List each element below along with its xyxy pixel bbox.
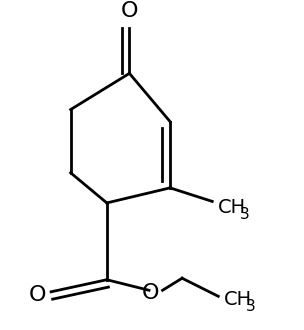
Text: CH: CH: [218, 198, 247, 217]
Text: 3: 3: [246, 299, 256, 314]
Text: O: O: [142, 283, 159, 303]
Text: O: O: [121, 1, 138, 21]
Text: 3: 3: [240, 208, 250, 222]
Text: O: O: [29, 285, 46, 305]
Text: CH: CH: [224, 290, 252, 309]
